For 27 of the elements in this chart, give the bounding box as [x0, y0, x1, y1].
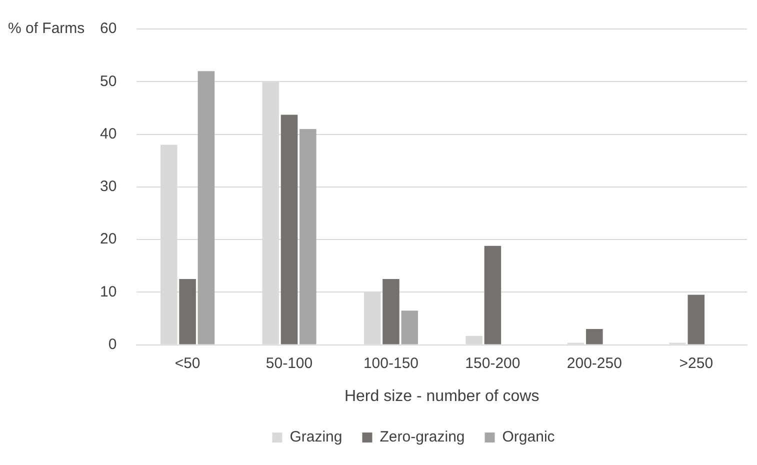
bar [382, 279, 400, 344]
x-tick-label: >250 [679, 354, 714, 372]
y-tick-label: 50 [100, 72, 117, 90]
legend-label: Organic [502, 428, 556, 446]
legend-label: Grazing [290, 428, 342, 446]
x-axis-title: Herd size - number of cows [344, 388, 540, 405]
y-tick-label: 0 [108, 336, 117, 353]
x-tick-label: 150-200 [465, 354, 520, 372]
y-tick-label: 20 [100, 230, 117, 248]
bar [586, 329, 603, 344]
legend-label: Zero-grazing [380, 428, 465, 446]
bar [300, 129, 316, 344]
bar [484, 246, 502, 344]
y-tick-label: 60 [100, 20, 117, 38]
y-tick-label: 10 [100, 283, 117, 300]
x-tick-label: 50-100 [266, 354, 313, 372]
y-axis-title: % of Farms [8, 20, 85, 38]
bar [179, 279, 196, 344]
bar [280, 114, 298, 344]
y-tick-label: 30 [100, 178, 117, 196]
x-tick-label: 200-250 [566, 354, 622, 372]
bar [688, 294, 705, 344]
bar [401, 310, 418, 344]
bar [198, 71, 215, 344]
y-tick-label: 40 [100, 125, 117, 142]
x-tick-label: 100-150 [363, 354, 419, 372]
x-tick-label: <50 [174, 354, 200, 372]
